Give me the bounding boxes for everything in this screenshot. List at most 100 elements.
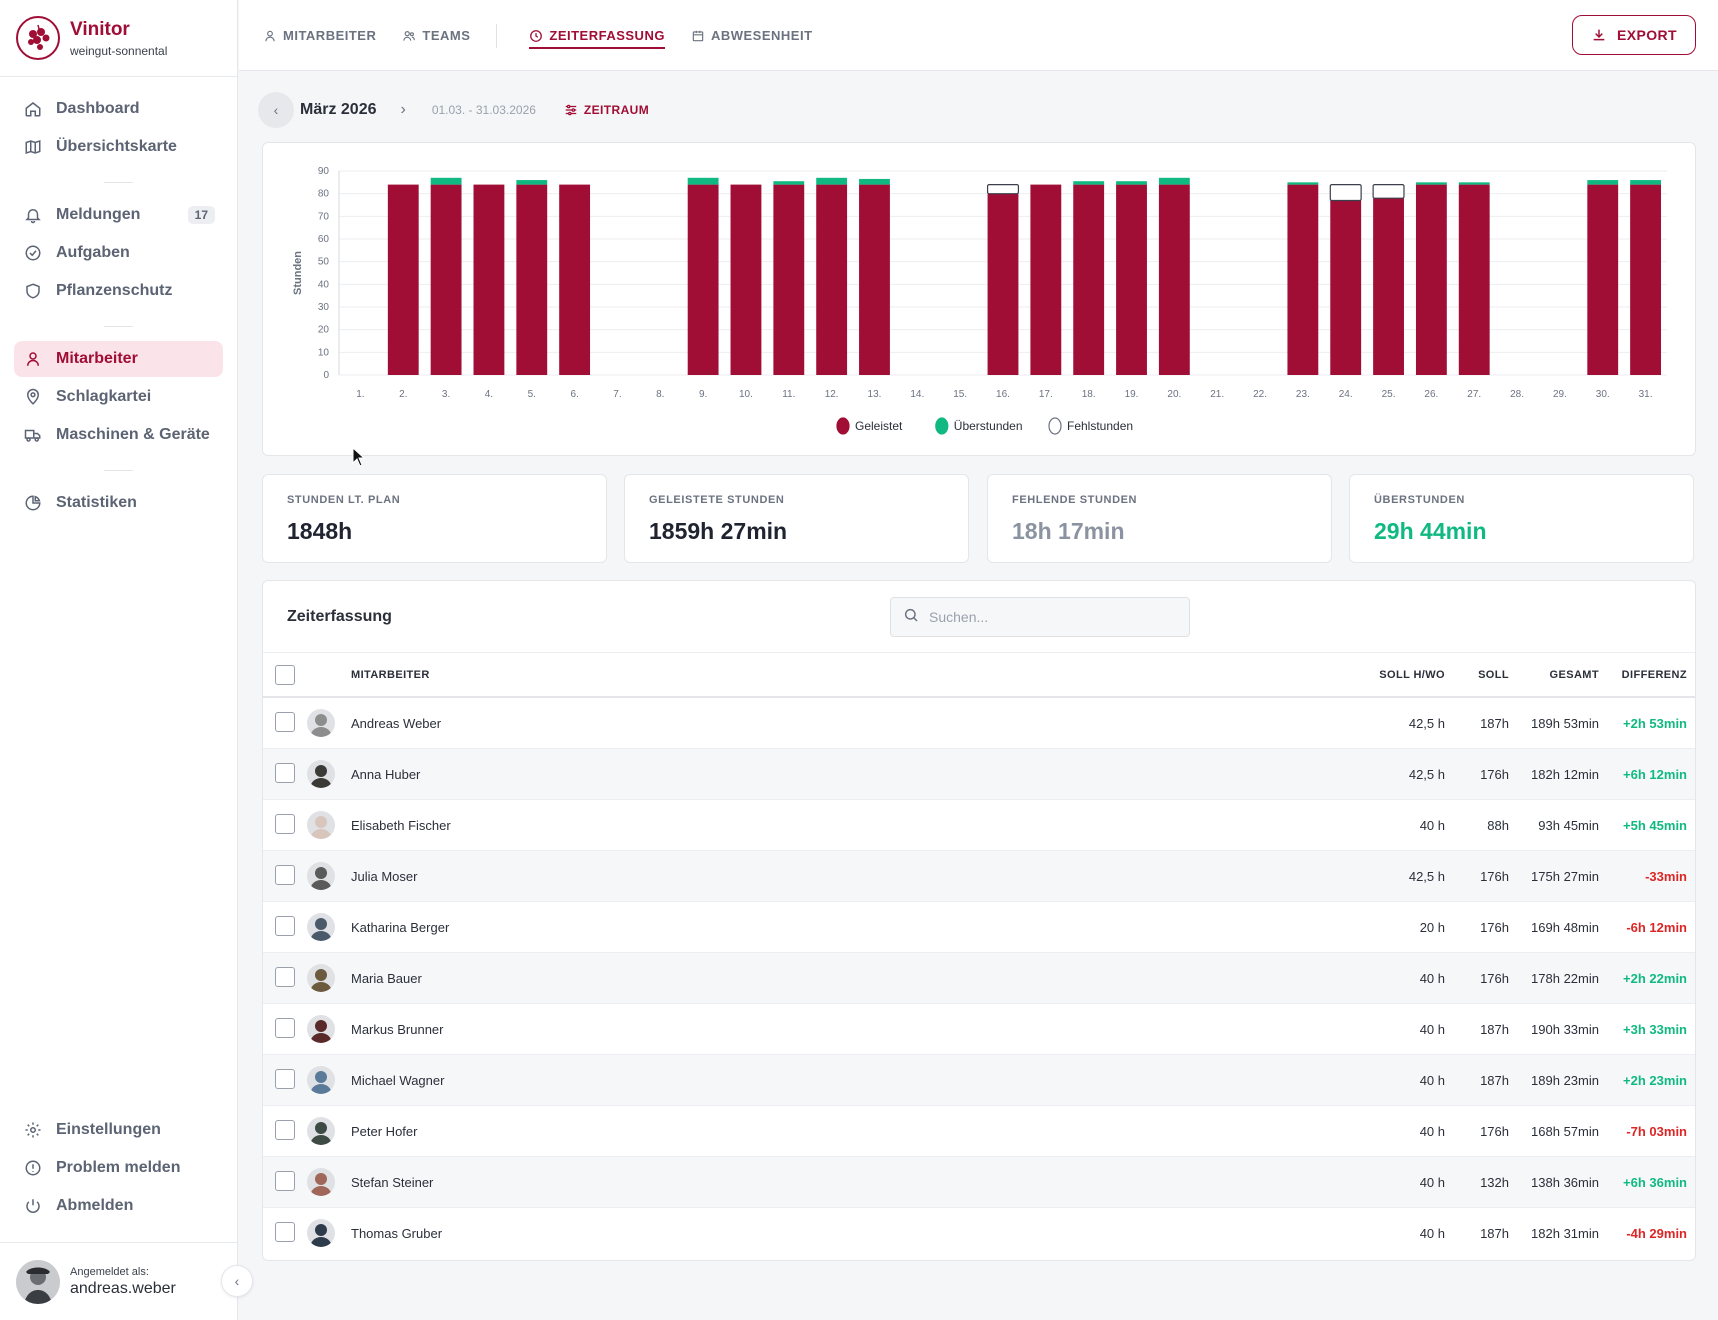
next-month-button[interactable]: ›	[401, 101, 406, 119]
sidebar-item-pflanzenschutz[interactable]: Pflanzenschutz	[14, 273, 223, 309]
previous-month-button[interactable]: ‹	[258, 92, 294, 128]
collapse-sidebar-button[interactable]: ‹	[221, 1265, 253, 1297]
period-month: März 2026	[300, 101, 377, 118]
soll-h-wo-value: 40 h	[1419, 1174, 1445, 1190]
tab-zeiterfassung[interactable]: ZEITERFASSUNG	[529, 0, 665, 71]
bar-geleistet-25	[1373, 198, 1404, 375]
tab-teams[interactable]: TEAMS	[402, 0, 470, 71]
employee-avatar	[307, 964, 335, 992]
zeitraum-filter-button[interactable]: ZEITRAUM	[564, 103, 649, 117]
bar-geleistet-30	[1587, 184, 1619, 375]
row-checkbox[interactable]	[275, 763, 295, 783]
row-checkbox[interactable]	[275, 1018, 295, 1038]
x-tick-label: 11.	[782, 389, 795, 400]
column-header-soll[interactable]: SOLL	[1478, 668, 1509, 681]
mouse-cursor-icon	[352, 447, 366, 467]
sidebar-item-schlagkartei[interactable]: Schlagkartei	[14, 379, 223, 415]
row-checkbox[interactable]	[275, 1222, 295, 1242]
sidebar-item-einstellungen[interactable]: Einstellungen	[14, 1112, 223, 1148]
x-tick-label: 2.	[399, 389, 407, 400]
bar-geleistet-24	[1330, 200, 1362, 375]
differenz-value: +2h 22min	[1623, 970, 1687, 986]
calendar-icon	[691, 29, 705, 43]
search-input[interactable]	[929, 609, 1169, 625]
sidebar-item-aufgaben[interactable]: Aufgaben	[14, 235, 223, 271]
sidebar-item-mitarbeiter[interactable]: Mitarbeiter	[14, 341, 223, 377]
row-checkbox[interactable]	[275, 916, 295, 936]
table-row[interactable]: Elisabeth Fischer 40 h 88h 93h 45min +5h 45m…	[263, 800, 1695, 851]
user-avatar[interactable]	[16, 1259, 60, 1304]
table-row[interactable]: Julia Moser 42,5 h 176h 175h 27min -33min	[263, 851, 1695, 902]
bar-geleistet-11	[773, 184, 805, 375]
y-tick-label: 70	[318, 211, 330, 222]
employee-name: Elisabeth Fischer	[351, 817, 451, 833]
sidebar-item-abmelden[interactable]: Abmelden	[14, 1188, 223, 1224]
x-tick-label: 3.	[442, 389, 450, 400]
table-row[interactable]: Markus Brunner 40 h 187h 190h 33min +3h 33mi…	[263, 1004, 1695, 1055]
row-checkbox[interactable]	[275, 865, 295, 885]
y-tick-label: 90	[318, 166, 330, 177]
bar-fehlstunden-25	[1372, 183, 1405, 199]
soll-h-wo-value: 40 h	[1419, 1226, 1445, 1241]
table-row[interactable]: Maria Bauer 40 h 176h 178h 22min +2h 22min	[263, 953, 1695, 1004]
sidebar-item-statistiken[interactable]: Statistiken	[14, 485, 223, 521]
table-row[interactable]: Anna Huber 42,5 h 176h 182h 12min +6h 12min	[263, 749, 1695, 800]
y-axis-label: Stunden	[292, 251, 304, 295]
row-checkbox[interactable]	[275, 1120, 295, 1140]
user-caption: Angemeldet als:	[70, 1265, 149, 1278]
sliders-icon	[564, 103, 578, 117]
employee-name: Maria Bauer	[351, 970, 422, 986]
soll-value: 88h	[1487, 817, 1509, 833]
table-row[interactable]: Andreas Weber 42,5 h 187h 189h 53min +2h 53m…	[263, 698, 1695, 749]
employee-avatar	[307, 1117, 335, 1145]
bar-geleistet-10	[730, 184, 762, 375]
row-checkbox[interactable]	[275, 1069, 295, 1089]
top-bar: MITARBEITER TEAMS ZEITERFASSUNG ABWESENH…	[239, 0, 1718, 71]
sidebar-item-maschinen[interactable]: Maschinen & Geräte	[14, 417, 223, 453]
soll-h-wo-value: 42,5 h	[1408, 766, 1445, 782]
bar-berstunden-9	[687, 177, 719, 185]
tab-mitarbeiter[interactable]: MITARBEITER	[263, 0, 376, 71]
soll-value: 176h	[1480, 1123, 1509, 1139]
bar-berstunden-27	[1458, 182, 1490, 185]
table-row[interactable]: Peter Hofer 40 h 176h 168h 57min -7h 03min	[263, 1106, 1695, 1157]
x-tick-label: 6.	[570, 389, 578, 400]
tab-separator	[496, 23, 498, 48]
employee-name: Andreas Weber	[351, 715, 442, 731]
x-tick-label: 19.	[1125, 389, 1139, 400]
table-row[interactable]: Stefan Steiner 40 h 132h 138h 36min +6h 36mi…	[263, 1157, 1695, 1208]
bar-geleistet-4	[473, 184, 505, 375]
row-checkbox[interactable]	[275, 814, 295, 834]
bell-icon	[24, 206, 42, 224]
table-row[interactable]: Thomas Gruber 40 h 187h 182h 31min -4h 29min	[263, 1208, 1695, 1259]
tab-label: TEAMS	[422, 28, 471, 43]
sidebar-item-meldungen[interactable]: Meldungen 17	[14, 197, 223, 233]
sidebar-item-label: Mitarbeiter	[56, 350, 138, 367]
row-checkbox[interactable]	[275, 1171, 295, 1191]
soll-value: 176h	[1480, 766, 1509, 782]
column-header-gesamt[interactable]: GESAMT	[1549, 668, 1599, 681]
differenz-value: -6h 12min	[1626, 919, 1687, 935]
table-row[interactable]: Katharina Berger 20 h 176h 169h 48min -6h 12…	[263, 902, 1695, 953]
sidebar-item-label: Problem melden	[56, 1159, 181, 1176]
select-all-checkbox[interactable]	[275, 665, 295, 685]
sidebar-item-label: Abmelden	[56, 1197, 134, 1214]
tab-abwesenheit[interactable]: ABWESENHEIT	[691, 0, 813, 71]
row-checkbox[interactable]	[275, 967, 295, 987]
sidebar-item-dashboard[interactable]: Dashboard	[14, 91, 223, 127]
sidebar-item-label: Übersichtskarte	[56, 138, 177, 155]
column-header-soll-h-wo[interactable]: SOLL H/WO	[1379, 668, 1445, 681]
differenz-value: -33min	[1645, 868, 1687, 884]
export-button[interactable]: EXPORT	[1572, 15, 1696, 55]
legend-swatch	[1048, 417, 1062, 435]
gesamt-value: 138h 36min	[1531, 1174, 1599, 1190]
table-row[interactable]: Michael Wagner 40 h 187h 189h 23min +2h 23mi…	[263, 1055, 1695, 1106]
sidebar-item-problem-melden[interactable]: Problem melden	[14, 1150, 223, 1186]
chevron-left-icon: ‹	[234, 1273, 240, 1289]
sidebar-item-uebersichtskarte[interactable]: Übersichtskarte	[14, 129, 223, 165]
hours-chart-card: 0 10 20 30 40 50 60 70 80 90 Stunden 1. 2. 3. 4. 5. 6. 7.…	[262, 142, 1696, 456]
search-icon	[903, 607, 919, 628]
column-header-differenz[interactable]: DIFFERENZ	[1621, 668, 1687, 681]
column-header-mitarbeiter[interactable]: MITARBEITER	[351, 668, 430, 681]
row-checkbox[interactable]	[275, 712, 295, 732]
